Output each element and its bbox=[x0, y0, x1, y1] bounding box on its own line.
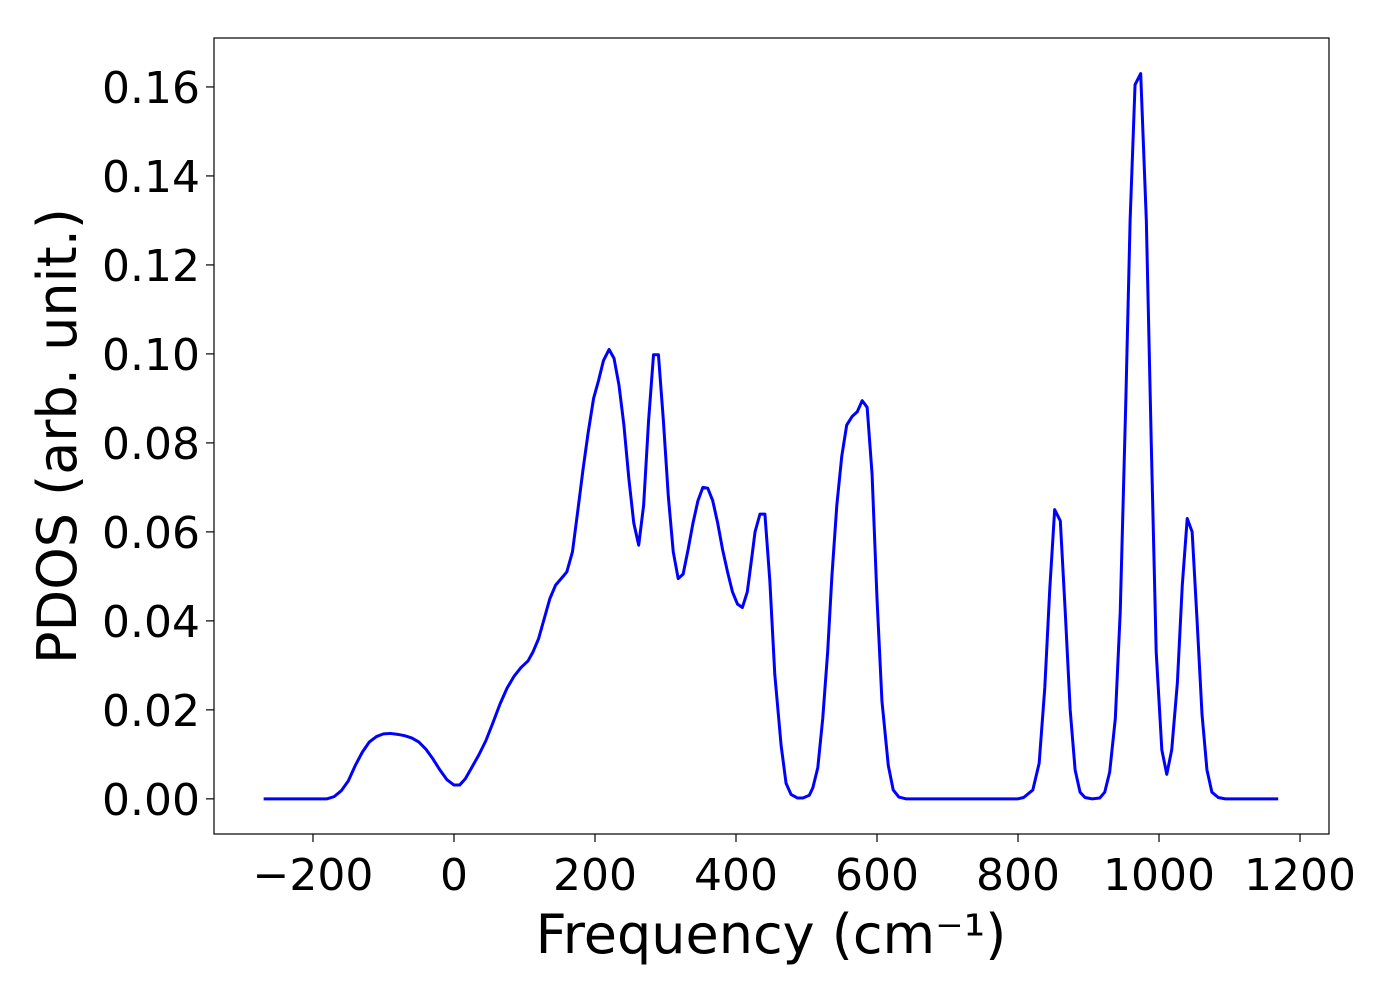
y-tick-label: 0.12 bbox=[102, 241, 200, 292]
plot-frame bbox=[213, 37, 1330, 835]
x-tick-label: 200 bbox=[553, 850, 637, 901]
y-tick-label: 0.04 bbox=[102, 597, 200, 648]
x-tick-label: 1200 bbox=[1244, 850, 1356, 901]
x-tick-label: 800 bbox=[976, 850, 1060, 901]
y-tick-label: 0.08 bbox=[102, 419, 200, 470]
y-tick-label: 0.16 bbox=[102, 63, 200, 114]
x-tick-label: 0 bbox=[440, 850, 468, 901]
data-line bbox=[263, 72, 1279, 801]
y-tick-label: 0.14 bbox=[102, 152, 200, 203]
x-tick-label: −200 bbox=[253, 850, 374, 901]
x-tick-label: 1000 bbox=[1103, 850, 1215, 901]
x-tick-label: 600 bbox=[835, 850, 919, 901]
y-tick-label: 0.10 bbox=[102, 330, 200, 381]
x-axis-label: Frequency (cm⁻¹) bbox=[536, 903, 1007, 966]
x-tick-label: 400 bbox=[694, 850, 778, 901]
y-tick-label: 0.02 bbox=[102, 686, 200, 737]
y-axis-label: PDOS (arb. unit.) bbox=[26, 208, 89, 664]
y-tick-label: 0.00 bbox=[102, 775, 200, 826]
y-tick-label: 0.06 bbox=[102, 508, 200, 559]
